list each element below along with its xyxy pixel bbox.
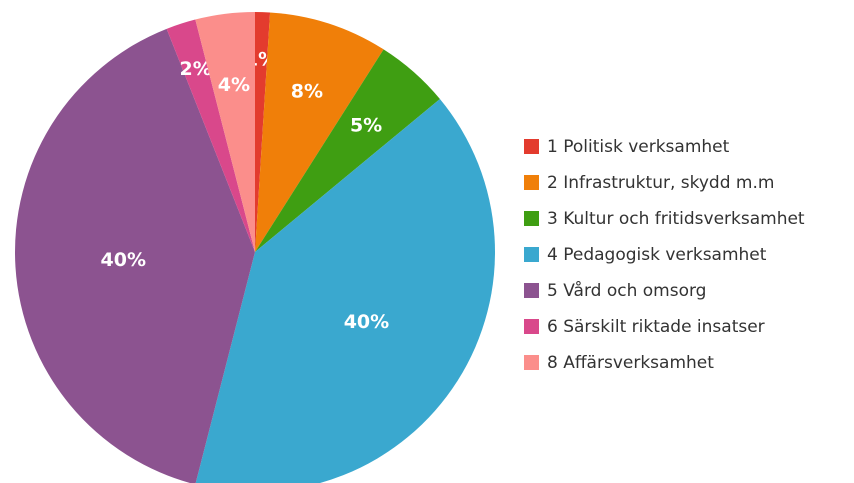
legend-label: 2 Infrastruktur, skydd m.m <box>547 173 774 193</box>
slice-label: 4% <box>218 74 250 96</box>
legend-swatch <box>524 211 539 226</box>
legend-swatch <box>524 139 539 154</box>
pie-slice <box>15 28 255 483</box>
legend-label: 3 Kultur och fritidsverksamhet <box>547 209 805 229</box>
slice-label: 40% <box>344 311 389 333</box>
legend-swatch <box>524 355 539 370</box>
slice-label: 40% <box>101 249 146 271</box>
legend-label: 6 Särskilt riktade insatser <box>547 317 765 337</box>
pie-slice <box>255 12 384 252</box>
pie-slice <box>255 49 440 252</box>
legend-swatch <box>524 319 539 334</box>
legend-label: 1 Politisk verksamhet <box>547 137 730 157</box>
pie-slice <box>195 99 495 483</box>
pie-slice <box>166 19 255 253</box>
pie-slice <box>195 12 255 252</box>
legend-label: 5 Vård och omsorg <box>547 280 706 301</box>
legend-label: 8 Affärsverksamhet <box>547 353 714 373</box>
legend-swatch <box>524 247 539 262</box>
legend-swatch <box>524 175 539 190</box>
slice-label: 5% <box>350 114 382 136</box>
slice-label: 8% <box>291 81 323 103</box>
pie-slice <box>255 12 271 252</box>
legend-swatch <box>524 283 539 298</box>
slice-label: 2% <box>180 58 212 80</box>
legend-label: 4 Pedagogisk verksamhet <box>547 245 767 265</box>
